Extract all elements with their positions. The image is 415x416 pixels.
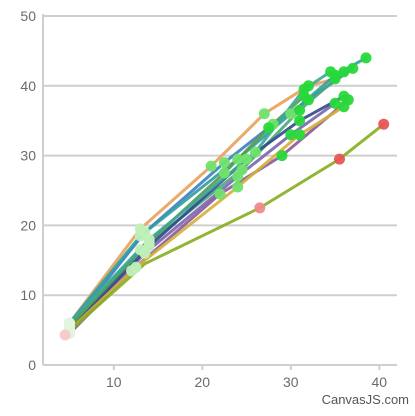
y-tick-label: 10 xyxy=(20,287,36,303)
credit-link[interactable]: CanvasJS.com xyxy=(322,392,409,407)
data-point xyxy=(360,52,372,64)
data-point xyxy=(276,150,288,162)
data-point xyxy=(241,153,252,165)
data-point xyxy=(285,129,297,141)
data-point xyxy=(347,62,359,74)
data-point xyxy=(285,108,297,120)
axes xyxy=(42,14,397,370)
data-point xyxy=(263,122,275,134)
data-point xyxy=(143,233,155,245)
y-tick-label: 30 xyxy=(20,148,36,164)
tick-labels: 0 10 20 30 40 50 10 20 30 40 xyxy=(20,8,387,390)
data-point xyxy=(334,153,345,165)
data-point xyxy=(329,97,341,109)
data-point xyxy=(258,108,270,120)
data-markers xyxy=(59,52,390,341)
data-point xyxy=(294,129,306,141)
series-line-8 xyxy=(68,105,346,332)
data-point xyxy=(338,101,350,113)
data-point xyxy=(254,202,266,214)
data-point xyxy=(232,153,244,165)
data-point xyxy=(249,146,261,158)
data-point xyxy=(134,230,146,242)
data-point xyxy=(134,244,146,256)
x-tick-label: 20 xyxy=(195,374,211,390)
y-tick-label: 50 xyxy=(20,8,36,24)
y-tick-label: 0 xyxy=(28,357,36,373)
data-point xyxy=(218,167,230,179)
data-point xyxy=(294,115,306,127)
x-tick-label: 30 xyxy=(283,374,299,390)
data-point xyxy=(64,317,75,329)
data-point xyxy=(130,261,142,273)
series-line-7 xyxy=(68,98,350,336)
y-tick-label: 40 xyxy=(20,78,36,94)
data-point xyxy=(205,160,217,172)
data-point xyxy=(218,157,230,169)
data-point xyxy=(294,104,306,116)
data-point xyxy=(298,83,310,95)
x-tick-label: 40 xyxy=(372,374,388,390)
x-tick-label: 10 xyxy=(106,374,122,390)
data-point xyxy=(214,188,226,200)
data-point xyxy=(232,171,244,182)
y-tick-label: 20 xyxy=(20,217,36,233)
data-point xyxy=(59,329,71,341)
data-point xyxy=(338,66,350,78)
data-point xyxy=(232,181,244,193)
data-point xyxy=(378,118,390,130)
data-point xyxy=(325,66,337,78)
